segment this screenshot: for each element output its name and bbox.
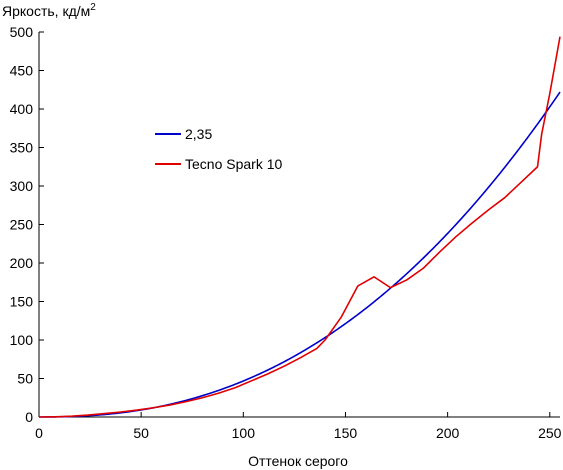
y-tick-label: 500: [10, 24, 34, 40]
series-line-1: [39, 91, 561, 418]
y-tick-label: 0: [25, 409, 33, 425]
x-tick-label: 50: [133, 425, 149, 441]
legend: 2,35 Tecno Spark 10: [155, 126, 282, 172]
y-tick-label: 300: [10, 178, 34, 194]
x-tick-label: 100: [232, 425, 256, 441]
y-tick-label: 250: [10, 217, 34, 233]
y-ticks: 0 50 100 150 200 250 300 350 400 450 500: [10, 24, 44, 425]
legend-label: Tecno Spark 10: [185, 156, 282, 172]
x-tick-label: 250: [538, 425, 562, 441]
x-ticks: 0 50 100 150 200 250: [35, 412, 562, 441]
y-tick-label: 150: [10, 294, 34, 310]
y-axis-label-superscript: 2: [90, 2, 96, 13]
axes: [38, 32, 560, 418]
y-tick-label: 100: [10, 332, 34, 348]
y-axis-label-text: Яркость, кд/м: [2, 3, 90, 19]
legend-label: 2,35: [185, 126, 212, 142]
x-tick-label: 0: [35, 425, 43, 441]
y-tick-label: 50: [17, 371, 33, 387]
y-tick-label: 400: [10, 101, 34, 117]
x-axis-label: Оттенок серого: [248, 453, 348, 469]
series-line-2: [38, 36, 561, 418]
y-tick-label: 450: [10, 63, 34, 79]
x-tick-label: 150: [334, 425, 358, 441]
y-tick-label: 350: [10, 140, 34, 156]
plot-area: [38, 36, 561, 418]
y-axis-label: Яркость, кд/м2: [2, 2, 96, 19]
y-tick-label: 200: [10, 255, 34, 271]
x-tick-label: 200: [436, 425, 460, 441]
